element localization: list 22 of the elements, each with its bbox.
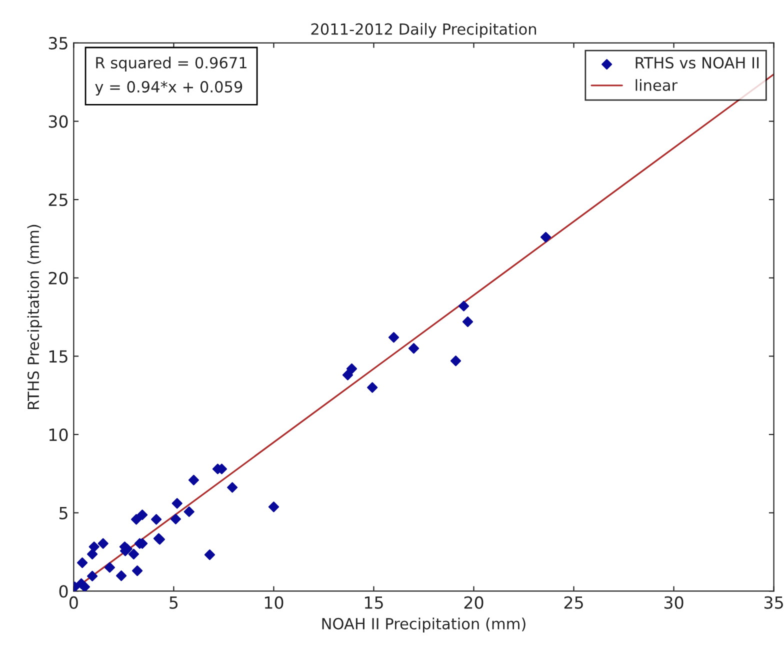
y-tick-label: 30 (48, 115, 68, 128)
y-tick-label: 20 (48, 272, 68, 284)
x-tick-label: 25 (564, 596, 583, 609)
x-tick-label: 30 (664, 596, 684, 609)
x-tick-label: 15 (364, 596, 383, 609)
y-tick-label: 15 (49, 350, 68, 363)
x-tick-label: 0 (69, 596, 78, 609)
chart-title: 2011-2012 Daily Precipitation (311, 23, 536, 38)
x-tick-label: 35 (764, 596, 783, 609)
x-tick-label: 10 (264, 596, 284, 609)
y-tick-label: 25 (48, 194, 68, 206)
x-tick-label: 20 (464, 596, 484, 609)
y-axis-title: RTHS Precipitation (mm) (27, 224, 42, 409)
annotation: R squared = 0.9671 y = 0.94*x + 0.059 (95, 56, 246, 96)
y-tick-label: 10 (49, 428, 68, 442)
x-axis-title: NOAH II Precipitation (mm) (322, 618, 526, 632)
x-tick-label: 5 (170, 596, 178, 609)
y-tick-label: 0 (59, 585, 68, 598)
y-tick-label: 35 (48, 36, 68, 50)
legend-label: linear (636, 79, 678, 91)
legend-label: RTHS vs NOAH II (636, 56, 759, 69)
y-tick-label: 5 (60, 506, 68, 520)
